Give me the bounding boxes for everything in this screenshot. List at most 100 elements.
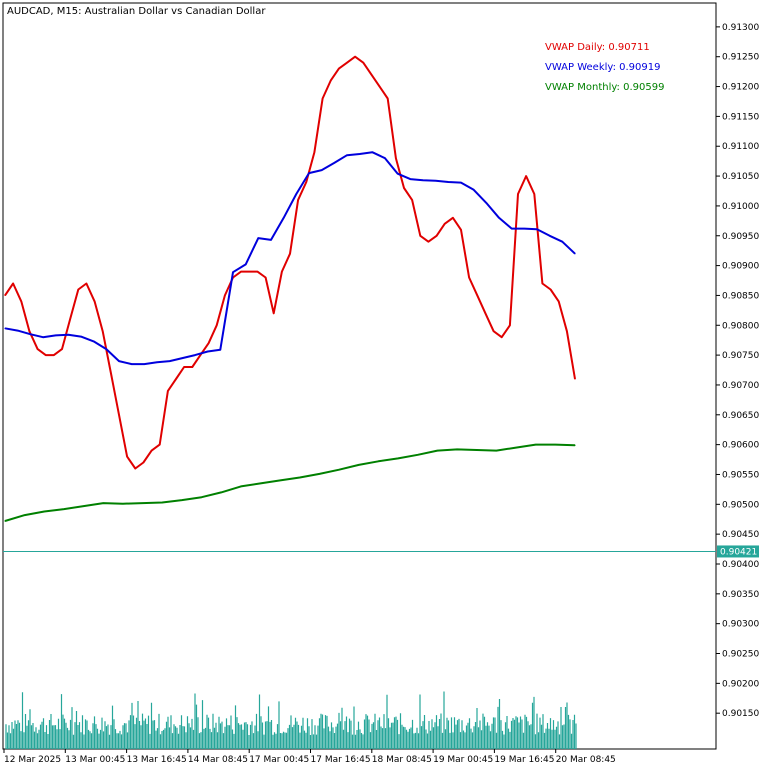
- series-point: [447, 181, 449, 183]
- series-point: [199, 354, 201, 356]
- series-point: [523, 228, 525, 230]
- series-point: [17, 330, 19, 332]
- series-point: [554, 444, 556, 446]
- series-point: [169, 360, 171, 362]
- series-point: [346, 154, 348, 156]
- series-point: [94, 300, 96, 302]
- series-point: [397, 173, 399, 175]
- series-point: [322, 97, 324, 100]
- series-point: [134, 467, 136, 470]
- series-point: [183, 366, 185, 368]
- series-point: [435, 180, 437, 182]
- y-tick-label: 0.90700: [722, 381, 759, 391]
- series-line-1: [4, 151, 576, 366]
- y-tick-label: 0.90250: [722, 650, 759, 660]
- series-lines: [4, 55, 576, 522]
- series-point: [358, 464, 360, 466]
- series-point: [517, 193, 519, 195]
- series-point: [181, 499, 183, 501]
- y-tick-label: 0.91200: [722, 83, 759, 93]
- series-point: [409, 178, 411, 180]
- series-point: [240, 485, 242, 487]
- series-point: [566, 330, 568, 332]
- series-point: [359, 153, 361, 155]
- series-point: [102, 330, 104, 332]
- series-point: [201, 496, 203, 498]
- series-point: [452, 217, 454, 219]
- series-point: [460, 229, 462, 231]
- series-point: [371, 151, 373, 153]
- series-point: [42, 336, 44, 338]
- series-point: [321, 169, 323, 171]
- series-point: [338, 68, 340, 70]
- series-point: [63, 508, 65, 510]
- series-point: [93, 340, 95, 342]
- x-tick-label: 19 Mar 00:45: [433, 755, 493, 765]
- series-point: [118, 360, 120, 362]
- series-point: [436, 450, 438, 452]
- y-tick-label: 0.91050: [722, 172, 759, 182]
- y-tick-label: 0.91250: [722, 53, 759, 63]
- x-tick-label: 17 Mar 16:45: [311, 755, 371, 765]
- series-point: [142, 461, 144, 464]
- series-point: [354, 56, 356, 58]
- y-tick-label: 0.91000: [722, 202, 759, 212]
- y-tick-label: 0.90450: [722, 530, 759, 540]
- y-tick-label: 0.90550: [722, 470, 759, 480]
- series-point: [77, 288, 79, 291]
- series-point: [110, 372, 112, 374]
- series-point: [422, 179, 424, 181]
- y-tick-label: 0.90200: [722, 679, 759, 689]
- series-point: [20, 300, 22, 302]
- series-point: [558, 300, 560, 302]
- series-point: [28, 330, 30, 332]
- series-point: [240, 271, 242, 273]
- series-point: [29, 333, 31, 335]
- series-point: [299, 476, 301, 479]
- series-point: [419, 235, 421, 237]
- series-point: [515, 447, 517, 449]
- y-axis: 0.91300 0.91250 0.91200 0.91150 0.91100 0.910…: [716, 23, 759, 719]
- y-tick-label: 0.90850: [722, 291, 759, 301]
- series-point: [69, 318, 71, 320]
- volume-histogram: [5, 691, 577, 749]
- series-point: [498, 217, 500, 219]
- legend-entry: VWAP Daily: 0.90711: [545, 42, 650, 53]
- series-point: [159, 444, 161, 446]
- x-tick-label: 20 Mar 08:45: [556, 755, 616, 765]
- series-point: [511, 228, 513, 230]
- series-point: [151, 450, 153, 452]
- series-point: [208, 342, 210, 344]
- series-point: [45, 354, 47, 356]
- legend: VWAP Daily: 0.90711 VWAP Weekly: 0.90919 V…: [545, 42, 664, 93]
- series-point: [167, 390, 169, 392]
- legend-entry: VWAP Monthly: 0.90599: [545, 82, 664, 93]
- series-point: [574, 378, 576, 380]
- series-point: [102, 502, 104, 504]
- x-axis: 12 Mar 2025 13 Mar 00:45 13 Mar 16:45 14 Ma…: [3, 749, 616, 765]
- y-tick-label: 0.90500: [722, 500, 759, 510]
- series-point: [535, 444, 537, 446]
- y-tick-label: 0.90650: [722, 411, 759, 421]
- series-point: [468, 276, 470, 279]
- series-point: [493, 330, 495, 332]
- y-tick-label: 0.91100: [722, 142, 759, 152]
- volume-bars: [5, 691, 577, 749]
- series-point: [403, 187, 405, 189]
- series-point: [4, 327, 6, 329]
- y-tick-label: 0.90350: [722, 590, 759, 600]
- current-price-label: 0.90421: [720, 547, 757, 557]
- plot-frame: [2, 2, 717, 750]
- series-point: [476, 449, 478, 451]
- series-point: [549, 235, 551, 237]
- series-point: [245, 263, 247, 265]
- series-point: [220, 491, 222, 493]
- legend-entry: VWAP Weekly: 0.90919: [545, 62, 661, 73]
- series-point: [281, 271, 283, 273]
- series-point: [330, 80, 332, 82]
- series-point: [484, 312, 486, 314]
- series-point: [142, 502, 144, 504]
- series-point: [574, 253, 576, 255]
- series-point: [207, 350, 209, 353]
- series-point: [4, 294, 6, 296]
